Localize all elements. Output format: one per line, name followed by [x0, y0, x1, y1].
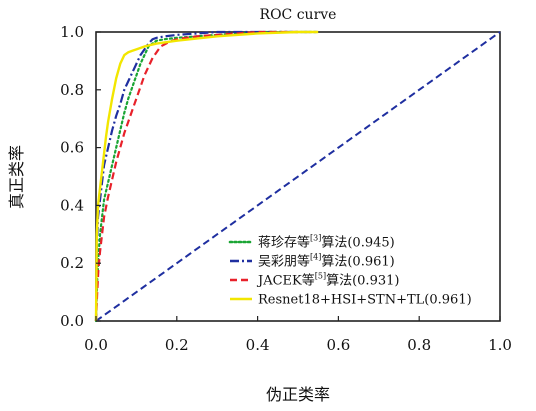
- y-tick-label: 0.6: [60, 139, 84, 157]
- legend-entry-ref: [4]: [310, 253, 321, 262]
- y-tick-label: 0.2: [60, 254, 84, 272]
- legend-entry-main: JACEK等: [256, 273, 315, 289]
- legend-entry-tail: 算法(0.945): [321, 236, 394, 251]
- legend-entry-tail: 算法(0.961): [321, 255, 394, 270]
- y-axis-label: 真正类率: [7, 145, 26, 209]
- roc-series-line-2: [94, 30, 319, 322]
- y-tick-label: 0.0: [60, 312, 84, 330]
- roc-series-line-3: [94, 30, 298, 322]
- legend-entry-main: Resnet18+HSI+STN+TL(0.961): [258, 293, 472, 308]
- legend-entry-ref: [3]: [310, 234, 321, 243]
- chart-title: ROC curve: [260, 7, 337, 23]
- x-tick-label: 0.4: [246, 336, 270, 354]
- legend: 蒋珍存等[3]算法(0.945) 吴彩朋等[4]算法(0.961) JACEK等[5…: [228, 234, 472, 308]
- x-tick-label: 0.2: [165, 336, 189, 354]
- plot-area: 0.0 0.2 0.4 0.6 0.8 1.0 0.0 0.2 0.4 0.6 0.8 1.0: [60, 23, 512, 354]
- legend-entry-main: 蒋珍存等: [258, 235, 310, 251]
- y-tick-label: 0.8: [60, 81, 84, 99]
- x-tick-label: 0.0: [84, 336, 108, 354]
- legend-entry-ref: [5]: [315, 272, 326, 281]
- legend-entry-2: 吴彩朋等[4]算法(0.961): [258, 253, 395, 270]
- tick-layer: 0.0 0.2 0.4 0.6 0.8 1.0 0.0 0.2 0.4 0.6 0.8 1.0: [60, 23, 512, 354]
- x-tick-label: 0.8: [407, 336, 431, 354]
- legend-entry-4: Resnet18+HSI+STN+TL(0.961): [258, 293, 472, 308]
- x-axis-label: 伪正类率: [266, 385, 330, 404]
- legend-entry-3: JACEK等[5]算法(0.931): [256, 272, 399, 289]
- diagonal-reference-line: [95, 31, 501, 322]
- x-tick-label: 1.0: [488, 336, 512, 354]
- legend-entry-tail: 算法(0.931): [326, 274, 399, 289]
- roc-series-line-4: [94, 30, 319, 322]
- legend-entry-main: 吴彩朋等: [258, 254, 310, 270]
- y-tick-label: 0.4: [60, 196, 84, 214]
- x-tick-label: 0.6: [326, 336, 350, 354]
- legend-entry-1: 蒋珍存等[3]算法(0.945): [258, 234, 395, 251]
- series-layer: [94, 30, 501, 323]
- y-tick-label: 1.0: [60, 23, 84, 41]
